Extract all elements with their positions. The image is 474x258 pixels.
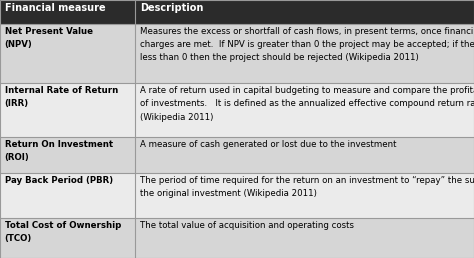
Bar (0, 83, 135, 136)
Text: Description: Description (140, 3, 203, 13)
Text: Return On Investment
(ROI): Return On Investment (ROI) (5, 140, 113, 162)
Text: The period of time required for the return on an investment to “repay” the sum o: The period of time required for the retu… (140, 176, 474, 198)
Bar (135, 217, 474, 258)
Text: Total Cost of Ownership
(TCO): Total Cost of Ownership (TCO) (5, 221, 121, 243)
Text: A measure of cash generated or lost due to the investment: A measure of cash generated or lost due … (140, 140, 396, 149)
Text: A rate of return used in capital budgeting to measure and compare the profitabil: A rate of return used in capital budgeti… (140, 86, 474, 122)
Text: Net Present Value
(NPV): Net Present Value (NPV) (5, 27, 93, 49)
Bar (0, 136, 135, 173)
Bar (135, 173, 474, 217)
Bar (0, 173, 135, 217)
Bar (0, 0, 135, 24)
Text: Internal Rate of Return
(IRR): Internal Rate of Return (IRR) (5, 86, 118, 108)
Text: The total value of acquisition and operating costs: The total value of acquisition and opera… (140, 221, 354, 230)
Bar (135, 24, 474, 83)
Bar (0, 217, 135, 258)
Bar (135, 83, 474, 136)
Bar (0, 24, 135, 83)
Bar (135, 136, 474, 173)
Text: Measures the excess or shortfall of cash flows, in present terms, once financing: Measures the excess or shortfall of cash… (140, 27, 474, 62)
Text: Financial measure: Financial measure (5, 3, 105, 13)
Bar (135, 0, 474, 24)
Text: Pay Back Period (PBR): Pay Back Period (PBR) (5, 176, 113, 185)
